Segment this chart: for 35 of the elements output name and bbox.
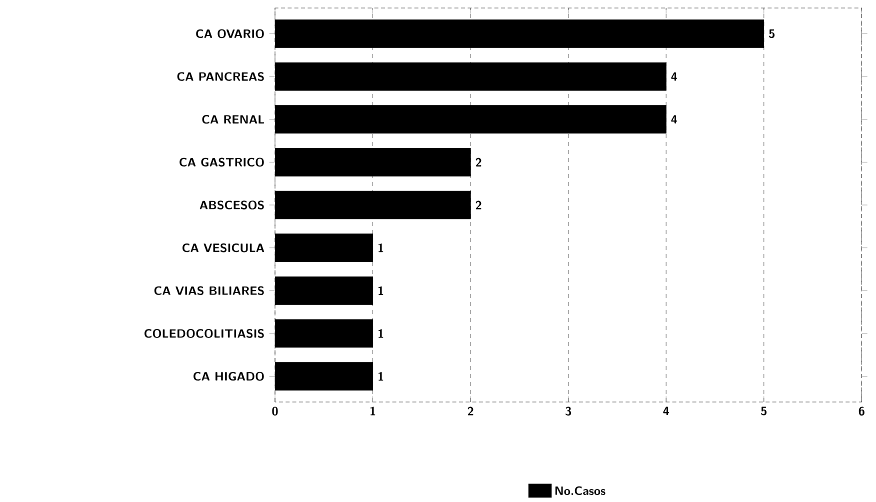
data-label: 5 — [769, 29, 775, 38]
y-tick-label: COLEDOCOLITIASIS — [144, 328, 264, 338]
y-tick-label: CA HIGADO — [194, 372, 264, 381]
data-label: 4 — [671, 115, 678, 124]
x-tick-label: 6 — [858, 406, 864, 416]
y-tick-label: ABSCESOS — [200, 200, 264, 210]
y-tick-label: CA OVARIO — [196, 29, 264, 38]
bar — [275, 19, 764, 48]
y-tick-label: CA VESICULA — [182, 243, 264, 252]
y-tick-label: CA PANCREAS — [177, 72, 264, 81]
x-tick-label: 2 — [468, 406, 474, 416]
y-tick-label: CA VIAS BILIARES — [154, 286, 264, 295]
y-tick-label: CA RENAL — [202, 114, 264, 124]
x-tick-label: 3 — [566, 406, 572, 416]
x-tick-label: 5 — [761, 406, 767, 416]
y-tick-label: CA GASTRICO — [180, 158, 264, 167]
x-tick-label: 4 — [663, 406, 670, 415]
data-label: 1 — [378, 243, 384, 252]
legend-label: No.Casos — [555, 486, 606, 495]
bar — [275, 105, 666, 134]
bar — [275, 148, 471, 176]
bar — [275, 62, 666, 91]
data-label: 1 — [378, 372, 384, 380]
bar — [275, 362, 374, 390]
bar — [275, 190, 471, 220]
bar — [275, 276, 374, 305]
data-label: 2 — [476, 158, 482, 166]
x-tick-label: 0 — [272, 406, 278, 416]
x-tick-label: 1 — [370, 406, 376, 416]
data-label: 2 — [476, 200, 482, 210]
data-label: 4 — [671, 72, 678, 81]
bar — [275, 234, 374, 262]
data-label: 1 — [378, 329, 384, 338]
bar — [275, 319, 374, 348]
data-label: 1 — [378, 286, 384, 295]
